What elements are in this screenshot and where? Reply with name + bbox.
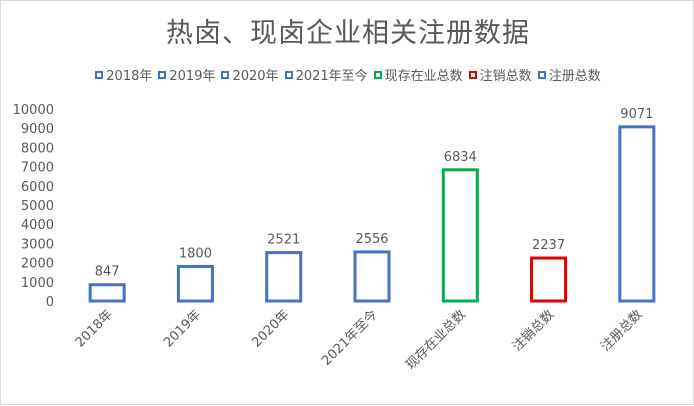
y-tick-label: 2000 — [21, 257, 54, 272]
x-tick-label: 2018年 — [73, 307, 116, 350]
bar — [265, 251, 303, 303]
legend-swatch — [468, 70, 477, 79]
x-tick-label: 注销总数 — [510, 307, 557, 354]
legend-item: 注册总数 — [537, 65, 601, 84]
legend-swatch — [537, 70, 546, 79]
bar — [176, 264, 214, 303]
legend-label: 2019年 — [169, 69, 216, 84]
bar — [618, 125, 656, 303]
legend-swatch — [373, 70, 382, 79]
legend-item: 2020年 — [221, 65, 279, 84]
data-label: 6834 — [444, 150, 477, 165]
legend-label: 注册总数 — [548, 69, 601, 84]
chart-legend: 2018年 2019年 2020年 2021年至今 现存在业总数 注销总数 注册总数 — [1, 65, 694, 84]
y-tick-label: 3000 — [21, 237, 54, 252]
legend-label: 2021年至今 — [295, 69, 368, 84]
data-label: 847 — [95, 265, 120, 280]
legend-swatch — [95, 70, 104, 79]
legend-swatch — [221, 70, 230, 79]
y-tick-label: 0 — [46, 295, 54, 310]
x-tick-label: 现存在业总数 — [403, 307, 469, 373]
x-tick-label: 2020年 — [249, 307, 292, 350]
legend-swatch — [284, 70, 293, 79]
legend-item: 2021年至今 — [284, 65, 368, 84]
legend-label: 2020年 — [232, 69, 279, 84]
chart-title: 热卤、现卤企业相关注册数据 — [166, 18, 530, 49]
x-tick-label: 2021年至今 — [319, 307, 381, 369]
legend-item: 2019年 — [158, 65, 215, 84]
y-tick-label: 10000 — [13, 103, 54, 118]
data-label: 2237 — [532, 238, 565, 253]
legend-label: 现存在业总数 — [384, 69, 463, 84]
data-label: 9071 — [620, 107, 653, 122]
y-tick-label: 8000 — [21, 141, 54, 156]
legend-item: 现存在业总数 — [373, 65, 463, 84]
y-tick-label: 9000 — [21, 122, 54, 137]
data-label: 1800 — [179, 246, 212, 261]
legend-item: 2018年 — [95, 65, 152, 84]
legend-label: 2018年 — [106, 69, 153, 84]
legend-label: 注销总数 — [479, 69, 532, 84]
y-tick-label: 7000 — [21, 161, 54, 176]
bar — [353, 250, 391, 303]
y-tick-label: 4000 — [21, 218, 54, 233]
bar — [441, 168, 479, 303]
data-label: 2556 — [355, 232, 388, 247]
x-tick-label: 注册总数 — [598, 307, 645, 354]
y-tick-label: 5000 — [21, 199, 54, 214]
x-tick-label: 2019年 — [161, 307, 204, 350]
legend-item: 注销总数 — [468, 65, 532, 84]
bar — [530, 256, 568, 303]
y-tick-label: 6000 — [21, 180, 54, 195]
data-label: 2521 — [267, 233, 300, 248]
y-tick-label: 1000 — [21, 276, 54, 291]
bar — [88, 283, 126, 303]
legend-swatch — [158, 70, 167, 79]
